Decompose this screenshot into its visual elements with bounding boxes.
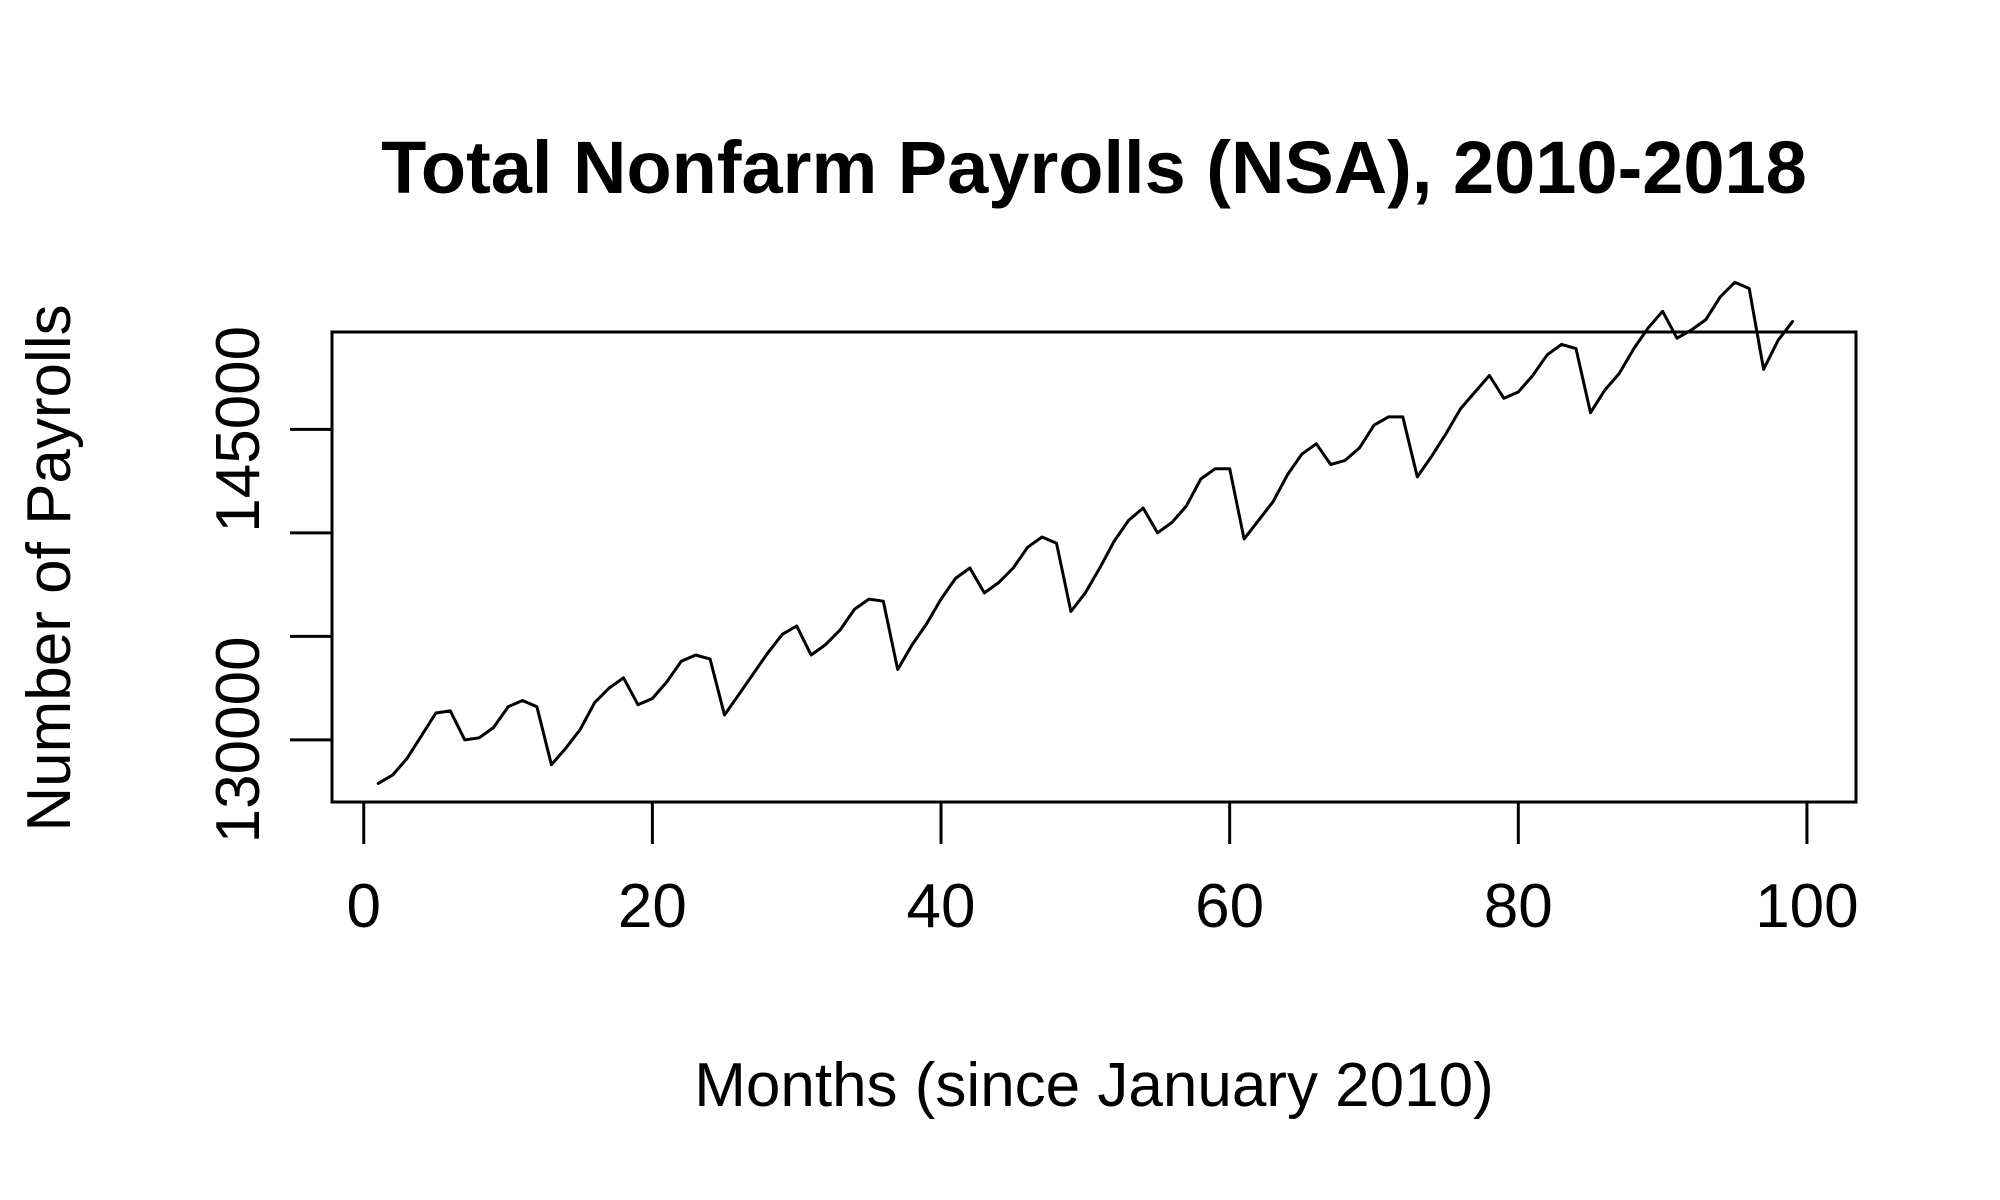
x-axis: 0 20 40 60 80 100: [347, 800, 1859, 941]
y-axis: 130000 145000: [204, 326, 334, 843]
x-tick-label: 80: [1484, 872, 1553, 941]
chart-title: Total Nonfarm Payrolls (NSA), 2010-2018: [381, 126, 1807, 209]
x-axis-label: Months (since January 2010): [694, 1051, 1494, 1120]
x-tick-label: 20: [618, 872, 687, 941]
plot-frame: [330, 330, 1858, 804]
x-tick-label: 40: [907, 872, 976, 941]
x-tick-label: 100: [1755, 872, 1858, 941]
x-tick-label: 60: [1195, 872, 1264, 941]
y-tick-label: 130000: [204, 636, 273, 843]
series-line: [376, 280, 1794, 785]
x-tick-label: 0: [347, 872, 381, 941]
y-axis-label: Number of Payrolls: [15, 304, 84, 831]
y-tick-label: 145000: [204, 326, 273, 533]
